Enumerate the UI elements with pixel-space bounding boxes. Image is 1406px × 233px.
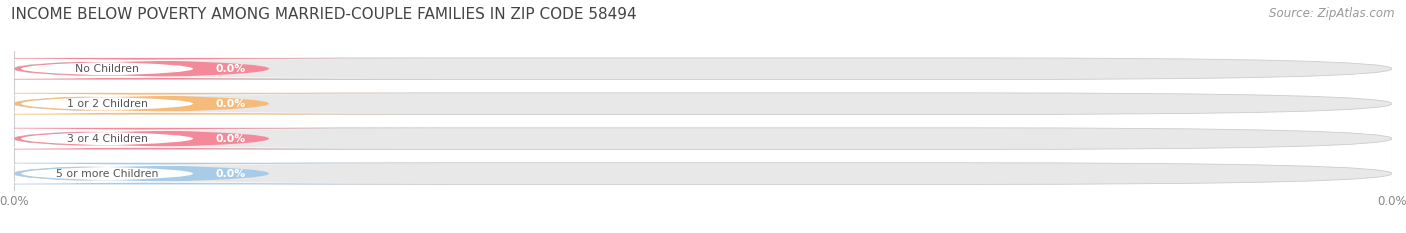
FancyBboxPatch shape (14, 58, 1392, 80)
FancyBboxPatch shape (14, 93, 1392, 115)
FancyBboxPatch shape (0, 58, 441, 80)
Text: 3 or 4 Children: 3 or 4 Children (66, 134, 148, 144)
Text: INCOME BELOW POVERTY AMONG MARRIED-COUPLE FAMILIES IN ZIP CODE 58494: INCOME BELOW POVERTY AMONG MARRIED-COUPL… (11, 7, 637, 22)
FancyBboxPatch shape (0, 95, 384, 113)
FancyBboxPatch shape (14, 163, 1392, 185)
Text: 0.0%: 0.0% (217, 64, 246, 74)
Text: No Children: No Children (75, 64, 139, 74)
Text: 0.0%: 0.0% (217, 134, 246, 144)
Text: 5 or more Children: 5 or more Children (56, 169, 159, 178)
FancyBboxPatch shape (0, 163, 441, 185)
Text: 0.0%: 0.0% (217, 169, 246, 178)
FancyBboxPatch shape (0, 93, 441, 115)
Text: 1 or 2 Children: 1 or 2 Children (66, 99, 148, 109)
FancyBboxPatch shape (0, 128, 441, 150)
FancyBboxPatch shape (0, 130, 384, 148)
Text: 0.0%: 0.0% (217, 99, 246, 109)
FancyBboxPatch shape (0, 164, 384, 183)
FancyBboxPatch shape (0, 60, 384, 78)
Text: Source: ZipAtlas.com: Source: ZipAtlas.com (1270, 7, 1395, 20)
FancyBboxPatch shape (14, 128, 1392, 150)
